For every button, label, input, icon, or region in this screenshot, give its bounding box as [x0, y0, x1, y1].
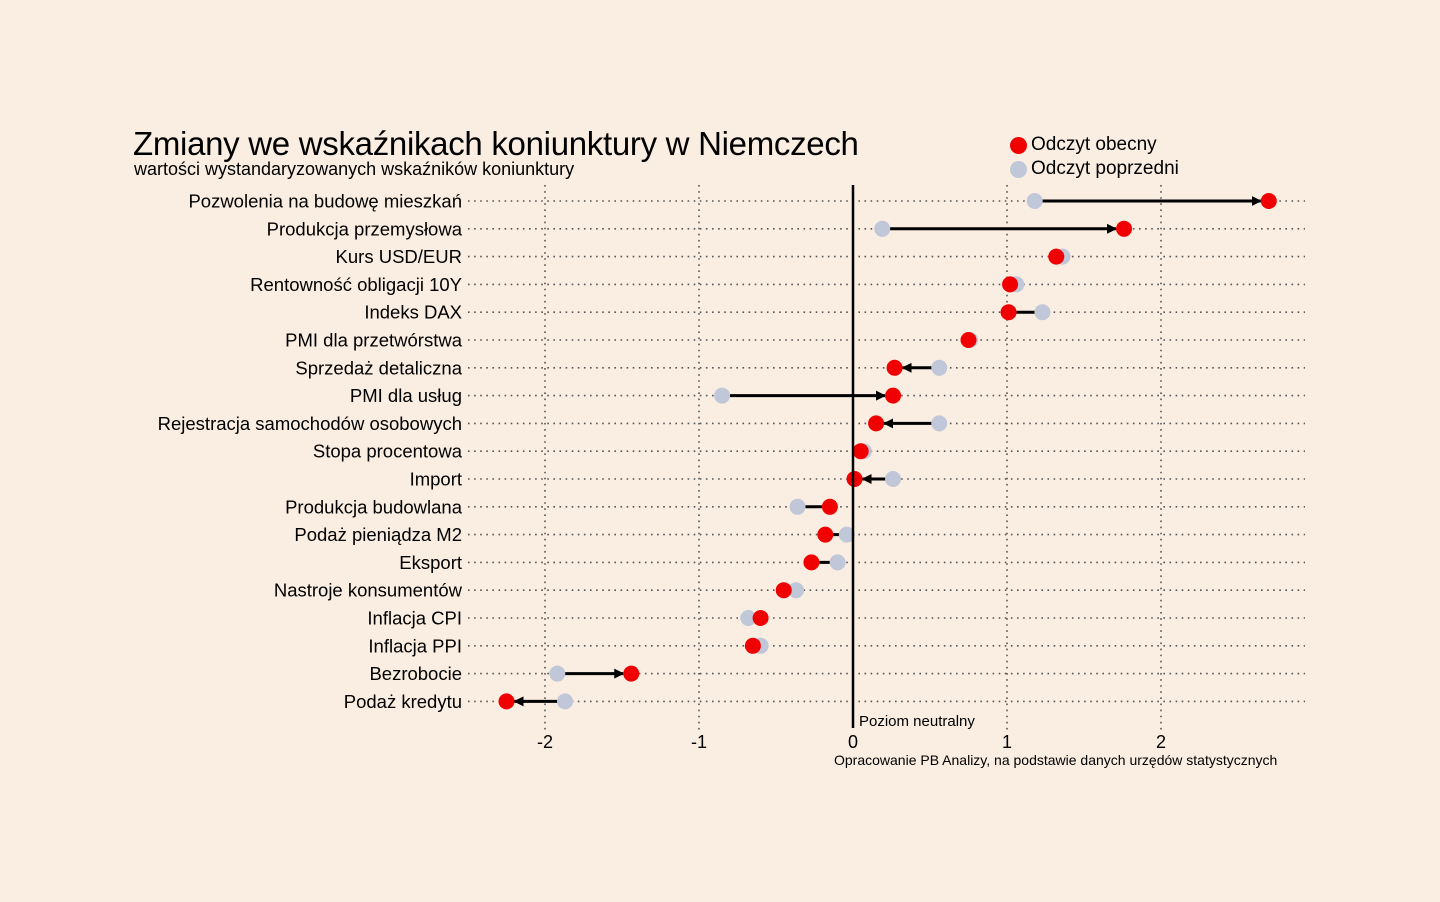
category-label: Nastroje konsumentów — [274, 580, 463, 601]
point-previous — [740, 610, 757, 626]
point-current — [846, 471, 863, 487]
point-current — [1116, 220, 1133, 237]
legend-current-marker — [1010, 136, 1027, 154]
point-current — [1048, 248, 1065, 265]
point-current — [852, 443, 869, 460]
category-label: Sprzedaż detaliczna — [295, 357, 462, 378]
legend: Odczyt obecny Odczyt poprzedni — [1010, 133, 1179, 181]
category-label: PMI dla przetwórstwa — [285, 330, 463, 351]
point-previous — [885, 471, 902, 487]
point-current — [868, 415, 885, 432]
tick-label: 1 — [1002, 732, 1012, 752]
point-current — [960, 332, 977, 348]
category-label: Inflacja PPI — [368, 635, 462, 656]
point-current — [817, 526, 834, 543]
rows: Pozwolenia na budowę mieszkań Produkcja p… — [158, 191, 1277, 712]
category-label: Indeks DAX — [364, 302, 462, 323]
legend-current-label: Odczyt obecny — [1031, 134, 1157, 155]
legend-item-current: Odczyt obecny — [1010, 133, 1179, 157]
category-label: Produkcja budowlana — [285, 496, 463, 517]
point-previous — [931, 415, 948, 432]
legend-previous-marker — [1010, 160, 1027, 178]
point-previous — [838, 526, 855, 543]
category-label: Rejestracja samochodów osobowych — [158, 413, 462, 434]
neutral-label: Poziom neutralny — [859, 713, 975, 730]
category-label: PMI dla usług — [350, 385, 462, 406]
category-label: Inflacja CPI — [367, 608, 462, 629]
category-label: Bezrobocie — [369, 663, 462, 684]
category-label: Podaż pieniądza M2 — [294, 524, 462, 545]
point-previous — [557, 693, 574, 710]
point-current — [752, 610, 769, 626]
category-label: Rentowność obligacji 10Y — [250, 274, 462, 295]
point-current — [744, 637, 761, 654]
point-current — [623, 665, 640, 682]
category-label: Kurs USD/EUR — [336, 246, 462, 267]
point-previous — [549, 665, 566, 682]
category-label: Pozwolenia na budowę mieszkań — [188, 191, 462, 212]
point-current — [886, 359, 903, 376]
point-previous — [788, 582, 805, 599]
category-label: Import — [410, 469, 462, 490]
grid — [468, 185, 1305, 733]
chart-title: Zmiany we wskaźnikach koniunktury w Niem… — [133, 125, 859, 162]
chart-subtitle: wartości wystandaryzowanych wskaźników k… — [134, 159, 575, 179]
tick-label: -1 — [691, 732, 707, 752]
point-current — [1000, 304, 1017, 321]
point-current — [498, 693, 515, 710]
point-current — [775, 582, 792, 599]
legend-previous-label: Odczyt poprzedni — [1031, 158, 1179, 179]
tick-label: 0 — [848, 732, 858, 752]
point-current — [1260, 193, 1277, 209]
point-previous — [874, 220, 891, 237]
point-current — [821, 498, 838, 515]
point-previous — [789, 498, 806, 515]
point-current — [1002, 276, 1019, 293]
legend-item-previous: Odczyt poprzedni — [1010, 157, 1179, 181]
category-label: Produkcja przemysłowa — [267, 218, 463, 239]
point-previous — [1026, 193, 1043, 209]
point-previous — [829, 554, 846, 571]
point-current — [885, 387, 902, 404]
tick-label: -2 — [537, 732, 553, 752]
tick-label: 2 — [1156, 732, 1166, 752]
point-previous — [931, 359, 948, 376]
source-note: Opracowanie PB Analizy, na podstawie dan… — [834, 752, 1278, 768]
point-previous — [714, 387, 731, 404]
category-label: Eksport — [399, 552, 462, 573]
category-label: Stopa procentowa — [313, 441, 463, 462]
point-current — [803, 554, 820, 571]
point-previous — [1034, 304, 1051, 321]
category-label: Podaż kredytu — [344, 691, 462, 712]
x-axis: Poziom neutralny -2 -1 0 1 2 — [537, 185, 1166, 752]
